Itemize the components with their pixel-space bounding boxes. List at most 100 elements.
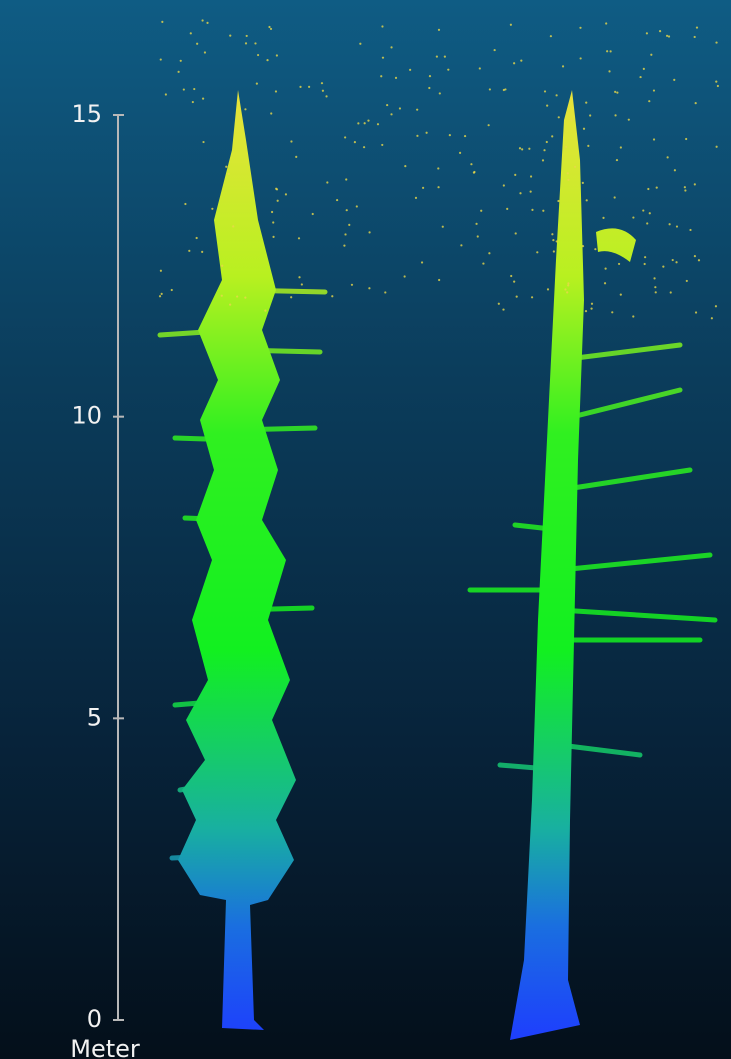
point bbox=[513, 62, 516, 65]
point bbox=[627, 118, 630, 121]
point bbox=[245, 34, 248, 38]
point bbox=[428, 75, 432, 78]
point bbox=[514, 232, 517, 235]
point bbox=[179, 59, 182, 62]
point bbox=[608, 70, 611, 73]
point bbox=[225, 165, 228, 168]
point bbox=[639, 75, 642, 79]
point bbox=[581, 181, 584, 184]
point bbox=[488, 252, 491, 255]
point bbox=[675, 261, 678, 264]
point bbox=[255, 82, 258, 85]
point bbox=[189, 32, 192, 35]
point bbox=[675, 225, 679, 228]
point bbox=[616, 91, 619, 94]
point bbox=[275, 54, 278, 57]
point bbox=[270, 112, 273, 115]
point bbox=[478, 67, 481, 70]
point bbox=[381, 143, 384, 147]
branch bbox=[172, 697, 239, 708]
point bbox=[326, 181, 329, 184]
point bbox=[274, 90, 278, 93]
point bbox=[390, 46, 393, 49]
point bbox=[390, 113, 393, 116]
point bbox=[673, 169, 677, 172]
point bbox=[184, 202, 187, 206]
point bbox=[159, 269, 162, 272]
point bbox=[368, 231, 371, 234]
point bbox=[617, 262, 621, 266]
point bbox=[300, 283, 303, 286]
point bbox=[460, 244, 463, 247]
point bbox=[381, 56, 385, 59]
point bbox=[654, 291, 657, 294]
point bbox=[528, 147, 531, 150]
point bbox=[642, 209, 645, 212]
point bbox=[463, 134, 467, 138]
point bbox=[549, 35, 553, 38]
point bbox=[582, 127, 586, 130]
point bbox=[438, 92, 441, 95]
point bbox=[551, 233, 554, 236]
point bbox=[565, 145, 568, 148]
point bbox=[362, 146, 366, 149]
point bbox=[482, 262, 485, 265]
point bbox=[643, 262, 646, 266]
point bbox=[506, 207, 509, 210]
branch bbox=[157, 327, 239, 338]
scale-unit: Meter bbox=[70, 1035, 140, 1059]
point bbox=[229, 303, 232, 306]
point bbox=[220, 294, 223, 297]
point bbox=[161, 20, 164, 23]
point bbox=[590, 302, 594, 305]
point bbox=[552, 238, 555, 242]
point bbox=[615, 158, 619, 162]
branch bbox=[233, 605, 315, 613]
point bbox=[652, 138, 656, 141]
point bbox=[521, 148, 524, 151]
point bbox=[585, 199, 588, 202]
point bbox=[394, 76, 398, 79]
point bbox=[438, 278, 441, 282]
branch bbox=[169, 852, 239, 861]
point bbox=[458, 151, 462, 155]
point bbox=[566, 291, 569, 294]
point bbox=[193, 87, 196, 91]
point bbox=[256, 53, 260, 57]
branch bbox=[512, 522, 563, 533]
point bbox=[567, 178, 570, 181]
point bbox=[611, 311, 614, 314]
point bbox=[420, 261, 424, 264]
point bbox=[191, 100, 194, 104]
point bbox=[345, 209, 348, 212]
point bbox=[403, 275, 406, 278]
point bbox=[510, 274, 513, 278]
point bbox=[710, 317, 713, 320]
point bbox=[514, 173, 517, 176]
point bbox=[613, 196, 616, 199]
point bbox=[632, 216, 635, 219]
point bbox=[353, 141, 356, 144]
point bbox=[336, 198, 339, 202]
point bbox=[673, 78, 676, 81]
point bbox=[359, 42, 362, 45]
point bbox=[694, 102, 697, 105]
point bbox=[609, 50, 612, 53]
tree-left bbox=[178, 90, 296, 1030]
point bbox=[290, 296, 293, 299]
point bbox=[297, 237, 301, 240]
point bbox=[689, 228, 692, 232]
point bbox=[158, 295, 162, 298]
scale-bar: 0 5 10 15 Meter bbox=[70, 100, 140, 1059]
branch bbox=[233, 287, 328, 295]
point bbox=[244, 108, 247, 111]
point bbox=[435, 55, 438, 58]
point bbox=[697, 259, 701, 262]
tick-label: 15 bbox=[71, 100, 102, 128]
point bbox=[331, 295, 334, 298]
point bbox=[695, 26, 699, 29]
point bbox=[298, 276, 301, 279]
